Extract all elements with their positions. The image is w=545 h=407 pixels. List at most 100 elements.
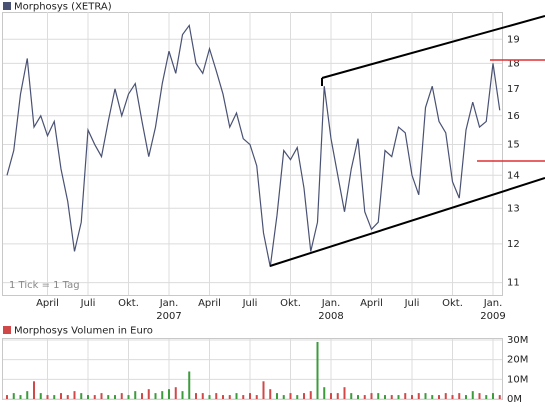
volume-bar bbox=[330, 393, 332, 399]
y-tick-label: 12 bbox=[507, 239, 520, 250]
x-tick-label: April bbox=[36, 298, 59, 309]
volume-bar bbox=[404, 393, 407, 399]
x-tick-label: Jan. bbox=[159, 298, 179, 309]
volume-bar bbox=[269, 389, 272, 399]
volume-bar bbox=[100, 393, 103, 399]
volume-bar bbox=[161, 391, 164, 399]
x-tick-label: Juli bbox=[404, 298, 420, 309]
volume-bar bbox=[66, 395, 69, 399]
volume-bar bbox=[235, 393, 238, 399]
y-tick-label: 19 bbox=[507, 34, 520, 45]
x-tick-label: Jan. bbox=[321, 298, 341, 309]
volume-bar bbox=[134, 391, 137, 399]
x-tick-label: Jan. bbox=[483, 298, 503, 309]
volume-bar bbox=[249, 393, 251, 399]
volume-bar bbox=[93, 395, 96, 399]
volume-bar bbox=[478, 393, 481, 399]
volume-bar bbox=[262, 381, 265, 399]
volume-bar bbox=[438, 395, 440, 399]
volume-bar bbox=[80, 393, 83, 399]
legend-label: Morphosys Volumen in Euro bbox=[14, 326, 153, 337]
x-tick-label: Okt. bbox=[442, 298, 463, 309]
volume-bar bbox=[208, 395, 211, 399]
volume-bar bbox=[471, 391, 474, 399]
y-tick-label: 10M bbox=[507, 374, 528, 385]
x-tick-label: 2007 bbox=[156, 311, 181, 322]
volume-bar bbox=[26, 391, 29, 399]
volume-bar bbox=[33, 381, 35, 399]
x-tick-label: Okt. bbox=[280, 298, 301, 309]
volume-bar bbox=[424, 393, 427, 399]
y-tick-label: 30M bbox=[507, 335, 528, 346]
volume-bar bbox=[39, 393, 42, 399]
volume-bar bbox=[276, 393, 278, 399]
y-tick-label: 18 bbox=[507, 58, 520, 69]
y-tick-label: 13 bbox=[507, 203, 520, 214]
volume-frame bbox=[2, 338, 503, 400]
price-frame bbox=[2, 12, 503, 296]
legend-label: Morphosys (XETRA) bbox=[14, 2, 112, 13]
volume-bar bbox=[363, 395, 366, 399]
volume-bar bbox=[296, 395, 299, 399]
volume-bar bbox=[127, 395, 130, 399]
volume-bar bbox=[303, 393, 305, 399]
volume-bar bbox=[141, 393, 143, 399]
y-tick-label: 20M bbox=[507, 355, 528, 366]
volume-bar bbox=[316, 341, 319, 399]
y-tick-label: 17 bbox=[507, 84, 520, 95]
volume-bar bbox=[195, 393, 197, 399]
x-tick-label: Juli bbox=[242, 298, 258, 309]
volume-bar bbox=[201, 393, 204, 399]
volume-bar bbox=[289, 393, 292, 399]
x-tick-label: 2008 bbox=[318, 311, 343, 322]
volume-bar bbox=[492, 393, 494, 399]
volume-bar bbox=[46, 395, 49, 399]
volume-bar bbox=[107, 395, 110, 399]
volume-bar bbox=[174, 387, 177, 399]
volume-bar bbox=[370, 393, 373, 399]
volume-bar bbox=[147, 389, 150, 399]
volume-bar bbox=[485, 395, 488, 399]
volume-bar bbox=[60, 393, 62, 399]
volume-bar bbox=[384, 395, 386, 399]
volume-bar bbox=[188, 371, 191, 399]
x-tick-label: April bbox=[360, 298, 383, 309]
x-tick-label: Juli bbox=[80, 298, 96, 309]
volume-bar bbox=[73, 391, 76, 399]
x-tick-label: 2009 bbox=[480, 311, 505, 322]
volume-bar bbox=[6, 395, 8, 399]
volume-bar bbox=[309, 391, 312, 399]
y-tick-label: 0M bbox=[507, 394, 522, 405]
trend-line bbox=[321, 15, 545, 79]
volume-bar bbox=[114, 395, 116, 399]
volume-bar bbox=[431, 395, 434, 399]
annotation: 1 Tick = 1 Tag bbox=[9, 280, 80, 291]
volume-bar bbox=[181, 391, 184, 399]
volume-bar bbox=[323, 387, 326, 399]
volume-bar bbox=[87, 395, 89, 399]
volume-bar bbox=[222, 395, 224, 399]
volume-bar bbox=[411, 395, 413, 399]
volume-bar bbox=[458, 393, 461, 399]
x-tick-label: Okt. bbox=[118, 298, 139, 309]
volume-bar bbox=[390, 395, 393, 399]
volume-bar bbox=[12, 393, 15, 399]
volume-bar bbox=[444, 393, 447, 399]
legend-swatch bbox=[3, 2, 11, 10]
volume-bar bbox=[350, 393, 353, 399]
trend-line bbox=[269, 177, 545, 267]
volume-bar bbox=[215, 393, 218, 399]
volume-bar bbox=[154, 393, 157, 399]
volume-bar bbox=[451, 395, 454, 399]
volume-bar bbox=[417, 393, 420, 399]
price-line bbox=[6, 23, 501, 267]
x-tick-label: April bbox=[198, 298, 221, 309]
volume-bar bbox=[120, 393, 123, 399]
legend-swatch bbox=[3, 326, 11, 334]
volume-bar bbox=[282, 395, 285, 399]
volume-bar bbox=[336, 393, 339, 399]
volume-bar bbox=[343, 387, 346, 399]
volume-bar bbox=[498, 395, 501, 399]
y-tick-label: 15 bbox=[507, 140, 520, 151]
